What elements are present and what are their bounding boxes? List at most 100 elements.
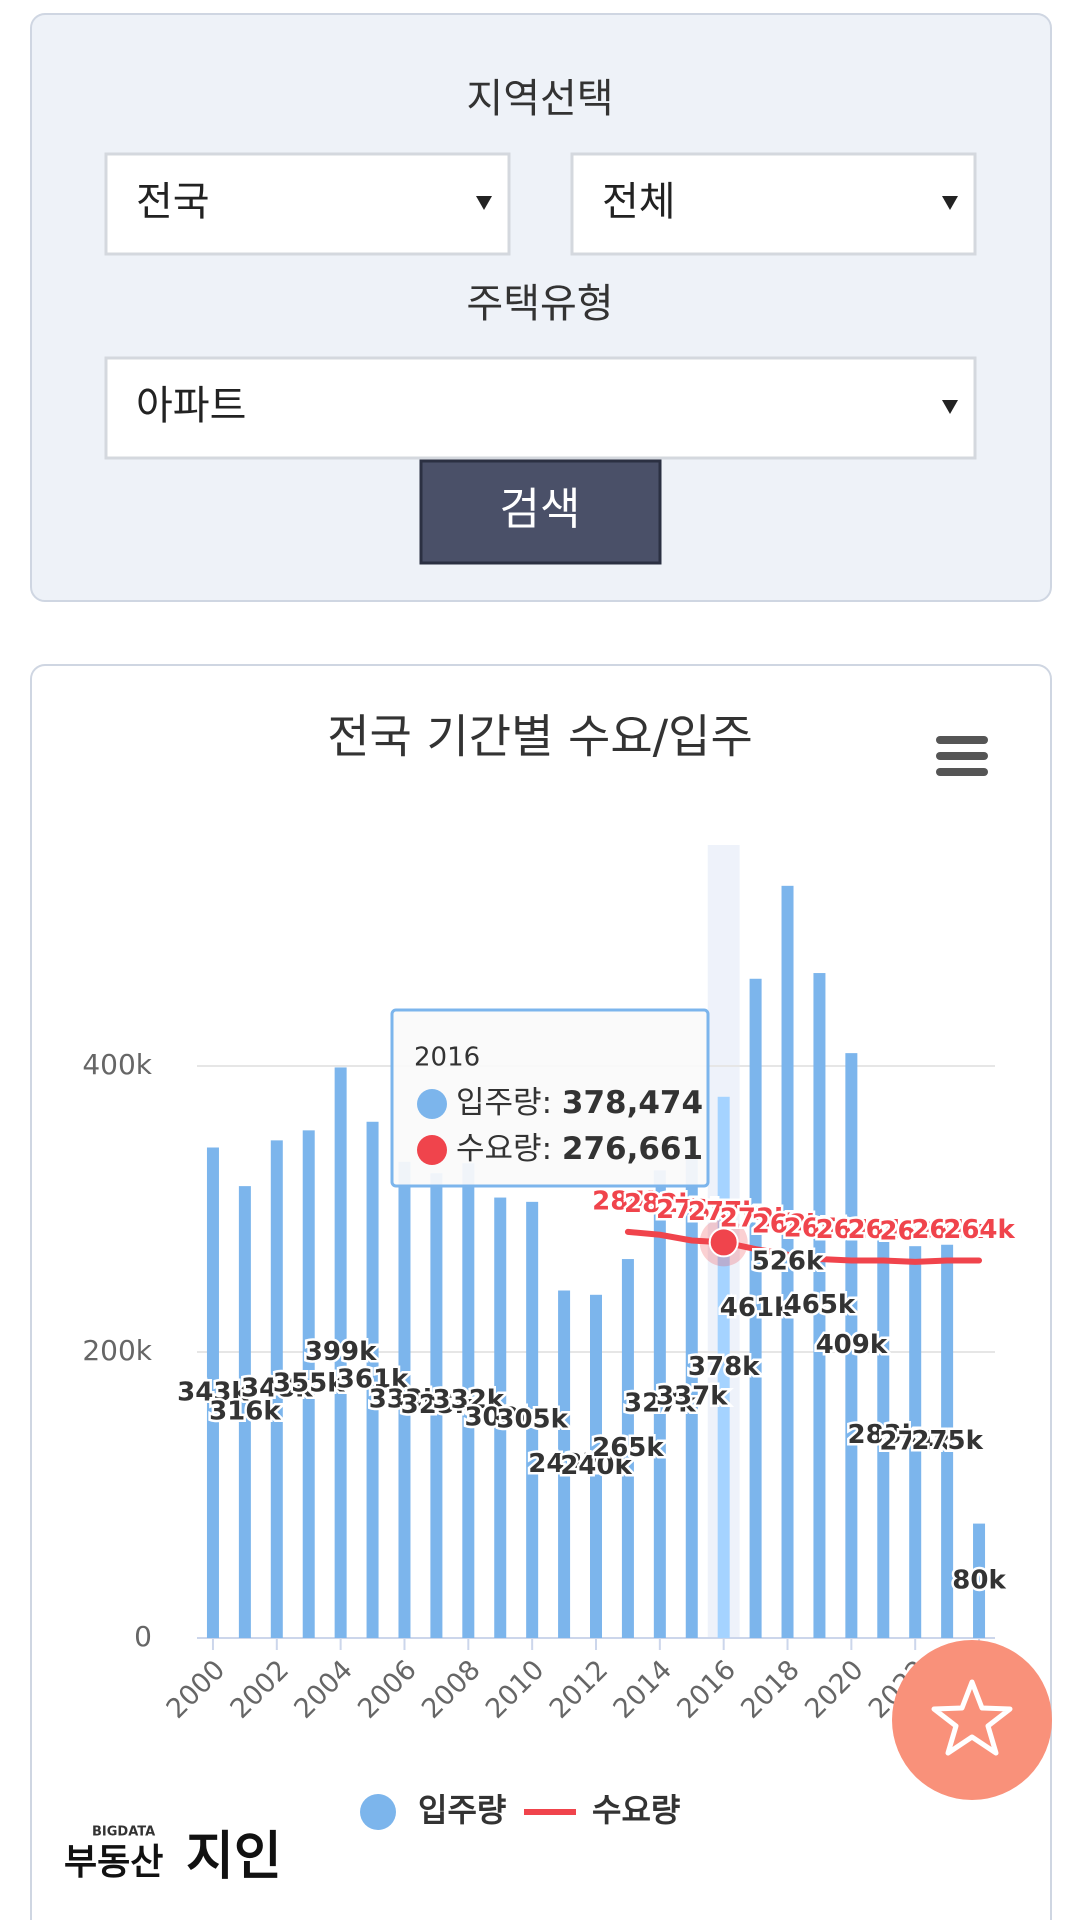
bar	[685, 1156, 698, 1638]
tooltip-x: 2016	[414, 1043, 480, 1073]
logo: BIGDATA 부동산 지인	[64, 1825, 282, 1888]
data-label: 316k	[209, 1397, 281, 1427]
data-label: 337k	[656, 1382, 728, 1412]
bar	[653, 1170, 666, 1638]
data-label: 333k	[369, 1384, 441, 1414]
tooltip-sep: :	[542, 1085, 562, 1121]
plot: 0200k400k2000200220042006200820102012201…	[82, 845, 1018, 1830]
select-value: 아파트	[136, 383, 246, 429]
y-tick-label: 400k	[82, 1048, 152, 1081]
type-select[interactable]: 아파트	[104, 356, 977, 460]
data-label: 465k	[784, 1290, 856, 1320]
select-value: 전국	[136, 179, 210, 225]
select-box[interactable]	[570, 152, 977, 256]
bar	[558, 1290, 571, 1638]
data-label: 268k	[752, 1209, 824, 1239]
bar	[430, 1173, 443, 1638]
logo-main: 부동산	[64, 1842, 163, 1883]
data-label: 272k	[720, 1204, 792, 1234]
data-label: 264k	[943, 1215, 1015, 1245]
bar	[973, 1523, 986, 1638]
data-label: 325k	[401, 1390, 473, 1420]
y-tick-label: 0	[134, 1620, 152, 1653]
data-label: 461k	[720, 1293, 792, 1323]
logo-brand: 지인	[186, 1827, 282, 1887]
tooltip-value: 276,661	[562, 1131, 703, 1167]
hover-point	[708, 1227, 739, 1258]
data-label: 284k	[592, 1186, 664, 1216]
tooltip-dot	[417, 1089, 447, 1119]
dropdown-arrow	[476, 196, 492, 210]
fab[interactable]	[892, 1640, 1052, 1800]
favorite-button[interactable]	[892, 1640, 1052, 1800]
data-label: 264k	[847, 1215, 919, 1245]
button-label: 검색	[500, 484, 581, 535]
data-label: 275k	[911, 1426, 983, 1456]
legend-symbol	[360, 1794, 396, 1830]
bar	[366, 1121, 379, 1638]
bar	[909, 1246, 922, 1638]
data-label: 265k	[784, 1214, 856, 1244]
data-label: 243k	[528, 1449, 600, 1479]
bar	[877, 1233, 890, 1638]
menu-bar	[936, 768, 988, 776]
dropdown-arrow	[942, 196, 958, 210]
bar	[845, 1053, 858, 1638]
tooltip-row: 수요량: 276,661	[456, 1131, 703, 1167]
district-select[interactable]: 전체	[570, 152, 977, 256]
data-label: 348k	[241, 1374, 313, 1404]
chart-card	[30, 664, 1052, 1924]
bar	[206, 1147, 219, 1638]
star-icon	[931, 1679, 1013, 1756]
line	[624, 1228, 983, 1265]
legend-label: 입주량	[418, 1791, 506, 1829]
chart-title: 전국 기간별 수요/입주	[327, 710, 753, 764]
bar	[334, 1067, 347, 1638]
select-box[interactable]	[104, 152, 511, 256]
data-label: 240k	[560, 1451, 632, 1481]
data-label: 399k	[305, 1337, 377, 1367]
type-label: 주택유형	[466, 281, 613, 327]
bar	[462, 1163, 475, 1638]
bar	[494, 1197, 507, 1638]
data-label: 263k	[879, 1216, 951, 1246]
bar	[590, 1294, 602, 1638]
data-label: 378k	[688, 1352, 760, 1382]
data-label: 277k	[688, 1197, 760, 1227]
data-label: 264k	[911, 1215, 983, 1245]
tooltip-box	[390, 1008, 710, 1188]
bar	[270, 1140, 283, 1638]
bar	[941, 1244, 954, 1638]
tooltip-value: 378,474	[562, 1085, 703, 1121]
data-label: 274k	[879, 1427, 951, 1457]
select-box[interactable]	[104, 356, 977, 460]
region-select[interactable]: 전국	[104, 152, 511, 256]
menu-bar	[936, 736, 988, 744]
data-label: 343k	[177, 1377, 249, 1407]
tooltip-name: 입주량	[456, 1085, 542, 1121]
bar	[621, 1259, 634, 1638]
button-bg[interactable]	[419, 459, 662, 565]
data-label: 282k	[624, 1189, 696, 1219]
data-label: 278k	[656, 1195, 728, 1225]
bar	[813, 973, 826, 1638]
data-label: 305k	[496, 1404, 568, 1434]
bar	[238, 1186, 251, 1638]
data-label: 526k	[752, 1246, 824, 1276]
data-label: 308k	[464, 1402, 536, 1432]
data-label: 327k	[624, 1389, 696, 1419]
dropdown-arrow	[942, 400, 958, 414]
logo-small: BIGDATA	[92, 1825, 155, 1840]
region-label: 지역선택	[466, 76, 613, 122]
bar	[398, 1161, 411, 1638]
menu-bar	[936, 752, 988, 760]
search-button[interactable]: 검색	[419, 459, 662, 565]
y-tick-label: 200k	[82, 1334, 152, 1367]
data-label: 265k	[592, 1433, 664, 1463]
chart-menu[interactable]	[936, 736, 988, 776]
bar	[302, 1130, 315, 1638]
data-label: 332k	[433, 1385, 505, 1415]
data-label: 264k	[816, 1215, 888, 1245]
bar	[526, 1201, 539, 1638]
